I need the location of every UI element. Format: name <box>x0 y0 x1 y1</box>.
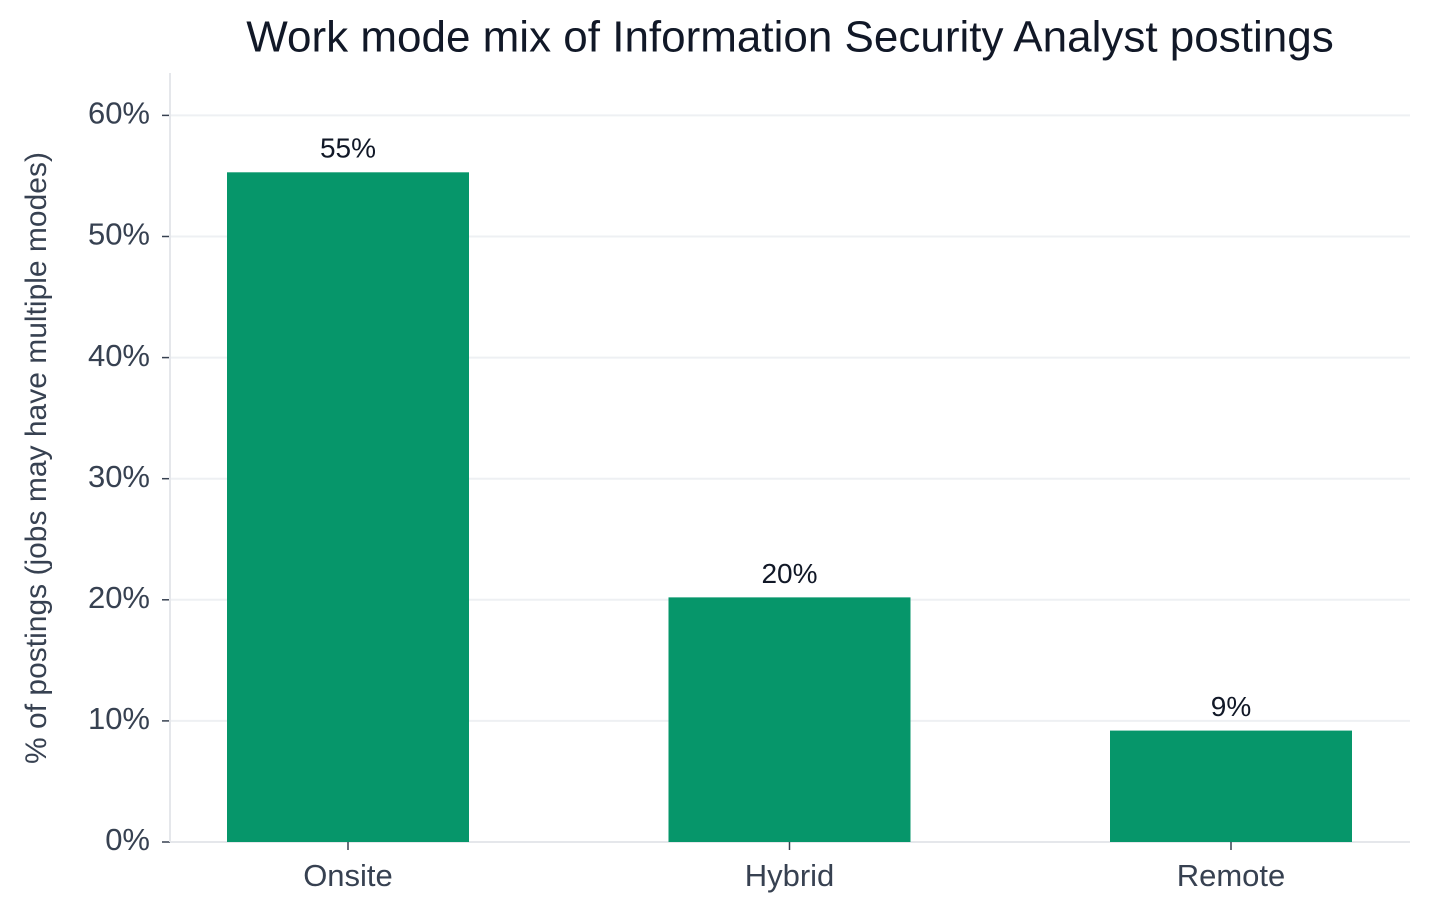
y-tick-label: 60% <box>88 96 150 131</box>
bar <box>668 597 911 842</box>
y-tick-label: 40% <box>88 338 150 373</box>
y-tick-label: 0% <box>105 822 150 857</box>
chart-title: Work mode mix of Information Security An… <box>246 13 1333 62</box>
value-label: 20% <box>761 558 817 589</box>
y-tick-label: 50% <box>88 217 150 252</box>
x-tick-label: Remote <box>1177 858 1286 893</box>
bar <box>1110 730 1352 842</box>
value-label: 55% <box>320 133 376 164</box>
y-tick-label: 30% <box>88 459 150 494</box>
x-tick-label: Hybrid <box>745 858 835 893</box>
value-label: 9% <box>1211 691 1251 722</box>
y-tick-label: 10% <box>88 701 150 736</box>
x-tick-label: Onsite <box>303 858 393 893</box>
y-tick-label: 20% <box>88 580 150 615</box>
bar <box>227 172 469 842</box>
y-axis-label: % of postings (jobs may have multiple mo… <box>20 152 53 764</box>
